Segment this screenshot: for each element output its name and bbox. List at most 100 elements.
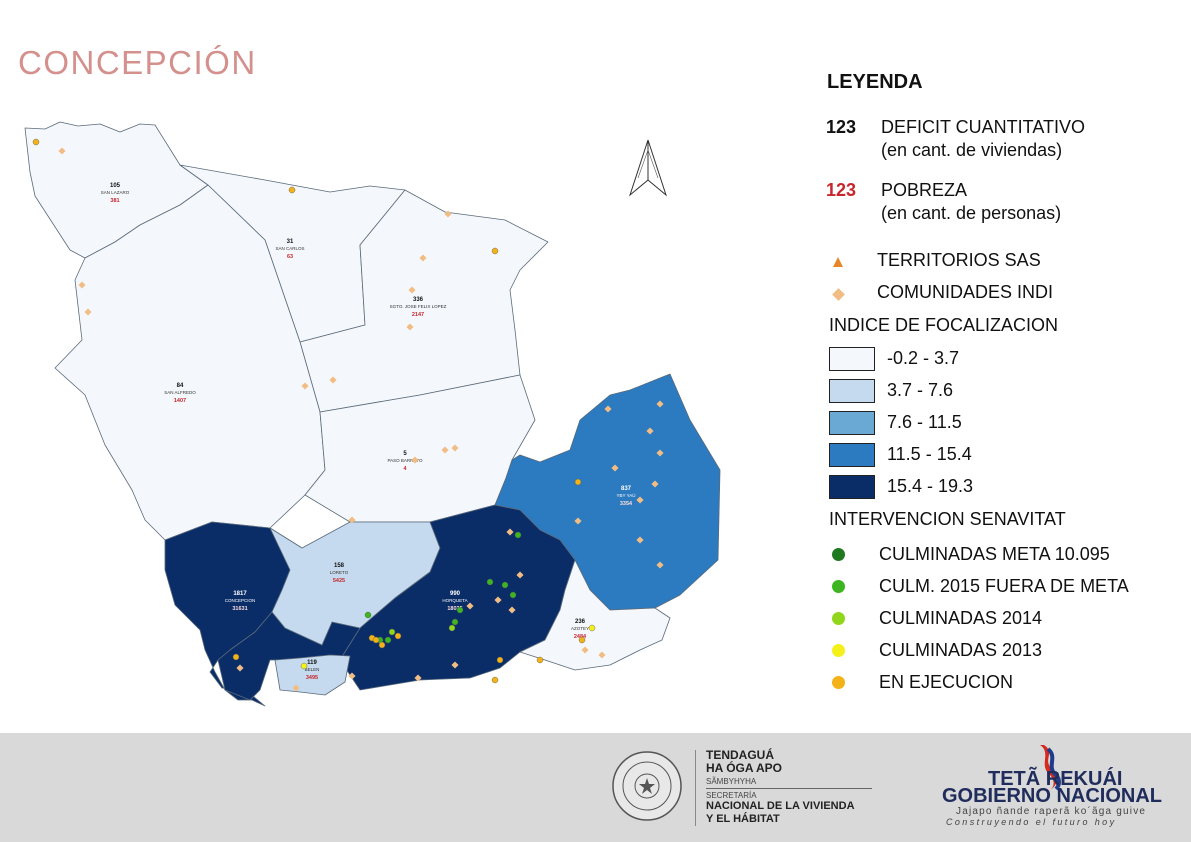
comunidad-indi-marker [84,308,92,316]
district-name-label: SAN ALFREDO [164,390,196,395]
district-name-label: SAN LAZARO [101,190,130,195]
dot-icon [831,579,845,593]
district-sgto-jose-felix-lopez [299,189,549,413]
comunidad-indi-marker [656,400,664,408]
pobreza-sublabel: (en cant. de personas) [881,203,1062,223]
district-deficit-label: 119 [307,660,317,666]
comunidad-indi-marker [636,536,644,544]
intervencion-marker [451,618,459,626]
intervencion-marker [364,611,372,619]
intervencion-marker [491,676,499,684]
district-deficit-label: 236 [575,619,586,625]
district-deficit-label: 84 [177,383,184,389]
district-belen [274,654,351,696]
indice-swatch [829,443,875,467]
district-pobreza-label: 4 [403,466,407,472]
gobierno-motto-guarani: Jajapo ñande raperã ko´ãga guive [956,806,1147,817]
indice-label: 7.6 - 11.5 [887,411,962,432]
comunidad-indi-marker [516,571,524,579]
district-name-label: HORQUETA [442,598,467,603]
district-pobreza-label: 63 [287,254,293,260]
comunidad-indi-marker [408,286,416,294]
intervencion-marker [588,624,596,632]
comunidad-indi-marker [301,382,309,390]
intervencion-marker [288,186,296,194]
ministry-secretaria: SECRETARÍA [706,791,757,800]
intervencion-marker [394,632,402,640]
district-pobreza-label: 3354 [620,501,633,507]
indice-class-2: 7.6 - 11.5 [829,411,962,435]
comunidad-indi-marker [581,646,589,654]
indice-class-0: -0.2 - 3.7 [829,347,959,371]
comunidad-indi-marker [604,405,612,413]
district-name-label: LORETO [330,570,349,575]
intervencion-label: CULM. 2015 FUERA DE META [879,576,1129,596]
comunidad-indi-marker [348,516,356,524]
comunidad-indi-marker [414,674,422,682]
comunidad-indi-marker [574,517,582,525]
footer-divider [695,750,696,826]
gobierno-tagline-1: TETÃ REKUÁI [988,768,1123,790]
indice-class-1: 3.7 - 7.6 [829,379,953,403]
indice-swatch [829,347,875,371]
intervencion-item-0: CULMINADAS META 10.095 [829,544,1110,566]
indice-class-3: 11.5 - 15.4 [829,443,972,467]
gobierno-motto-spanish: Construyendo el futuro hoy [946,817,1117,827]
comunidad-indi-marker [506,528,514,536]
comunidad-indi-marker [441,446,449,454]
district-name-label: SGTO. JOSE FELIX LOPEZ [390,304,447,309]
comunidad-indi-marker [348,672,356,680]
district-deficit-label: 105 [110,183,121,189]
intervencion-marker [456,606,464,614]
comunidad-indi-marker [329,376,337,384]
footer-bar: TENDAGUÁ HA ÓGA APO SÃMBYHYHA SECRETARÍA … [0,733,1191,842]
district-name-label: BELEN [305,667,320,672]
intervencion-marker [578,636,586,644]
paraguay-seal-icon [612,751,682,821]
legend-deficit: 123 DEFICIT CUANTITATIVO (en cant. de viv… [826,116,1085,162]
legend-pobreza: 123 POBREZA (en cant. de personas) [826,179,1061,225]
territorios-label: TERRITORIOS SAS [877,250,1041,270]
comunidad-indi-marker [419,254,427,262]
indice-label: 3.7 - 7.6 [887,379,954,400]
district-name-label: PASO BARRETO [387,458,423,463]
district-pobreza-label: 1407 [174,398,186,404]
intervencion-marker [509,591,517,599]
comunidad-indi-marker [444,210,452,218]
comunidad-indi-marker [58,147,66,155]
page-title: CONCEPCIÓN [18,44,257,81]
legend-territorios: TERRITORIOS SAS [829,250,1041,272]
pobreza-label: POBREZA [881,180,968,200]
comunidad-indi-marker [236,664,244,672]
intervencion-marker [378,641,386,649]
legend-title: LEYENDA [827,71,923,93]
intervencion-marker [32,138,40,146]
intervencion-marker [232,653,240,661]
comunidad-indi-marker [656,561,664,569]
comunidad-indi-marker [406,323,414,331]
indice-class-4: 15.4 - 19.3 [829,475,973,499]
comunidad-indi-marker [466,602,474,610]
intervencion-label: CULMINADAS 2014 [879,608,1043,628]
intervencion-marker [300,662,308,670]
comunidad-indi-marker [636,496,644,504]
intervencion-marker [372,636,380,644]
intervencion-label: EN EJECUCION [879,672,1014,692]
district-deficit-label: 158 [334,563,345,569]
intervencion-item-2: CULMINADAS 2014 [829,608,1042,630]
comunidad-indi-marker [646,427,654,435]
comunidades-label: COMUNIDADES INDI [877,282,1054,302]
intervencion-marker [384,636,392,644]
comunidad-indi-marker [292,684,300,692]
district-deficit-label: 990 [450,591,461,597]
comunidad-indi-marker [651,480,659,488]
intervencion-marker [448,624,456,632]
intervencion-marker [574,478,582,486]
district-name-label: YBY YAÚ [616,492,635,498]
district-pobreza-label: 5425 [333,578,345,584]
comunidad-indi-marker [451,444,459,452]
district-deficit-label: 336 [413,297,424,303]
dot-icon [831,675,845,689]
district-horqueta [339,504,576,691]
